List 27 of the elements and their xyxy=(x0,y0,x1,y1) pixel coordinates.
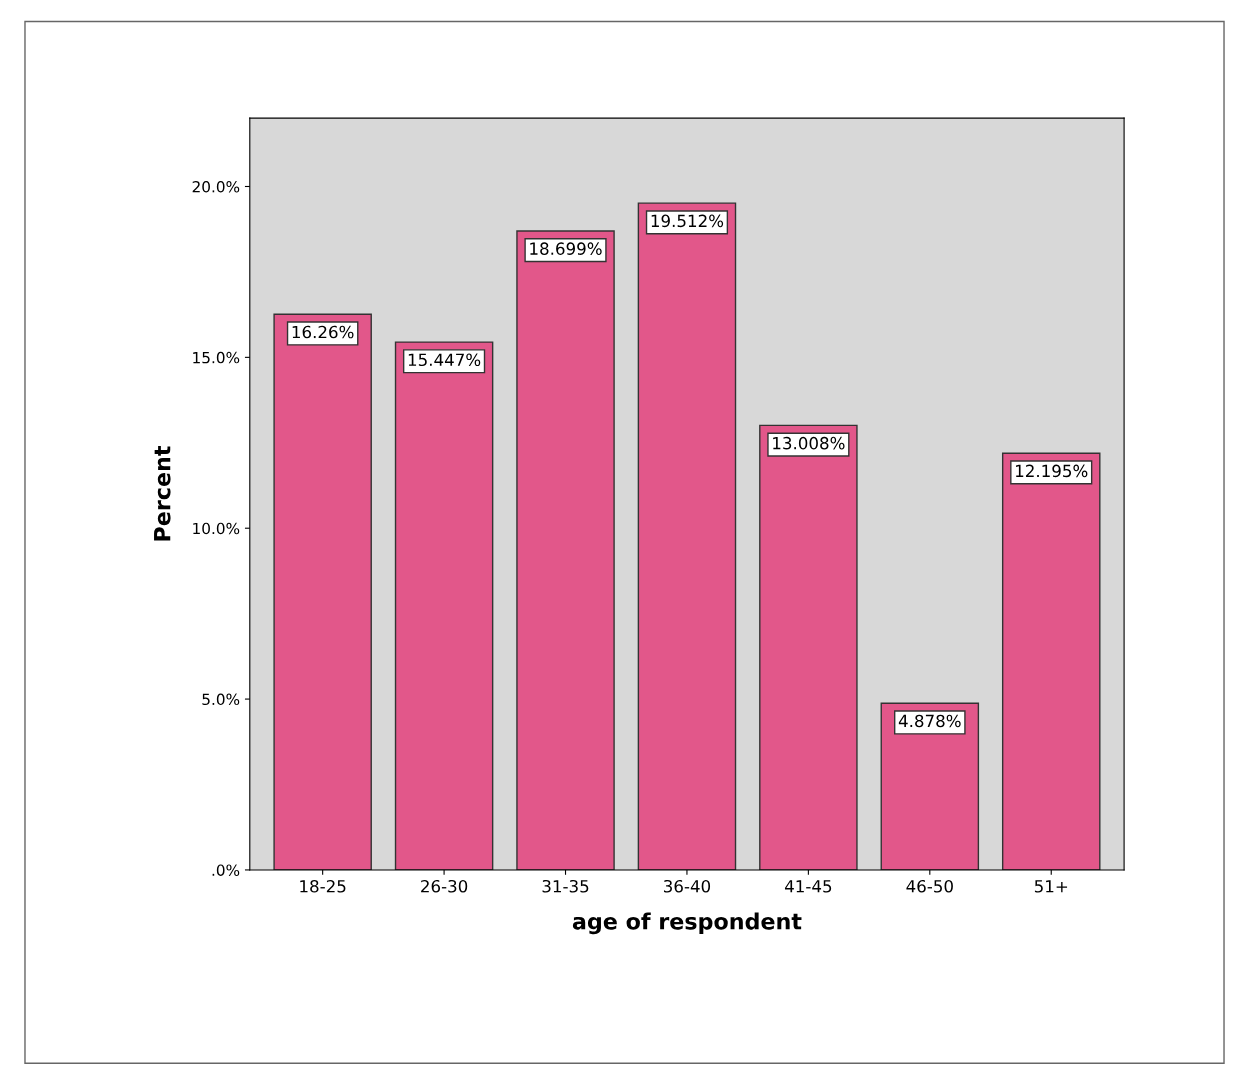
data-label: 19.512% xyxy=(651,214,724,228)
x-tick-label: 46-50 xyxy=(906,879,953,893)
data-label: 18.699% xyxy=(530,242,602,255)
x-axis-title: age of respondent xyxy=(572,912,802,935)
y-tick-label: 10.0% xyxy=(193,522,240,535)
bar xyxy=(759,424,858,870)
x-tick-label: 51+ xyxy=(1034,880,1068,893)
x-tick-label: 41-45 xyxy=(784,880,832,893)
x-tick-label: 18-25 xyxy=(300,879,346,893)
bar xyxy=(273,313,372,870)
y-axis-title: Percent xyxy=(154,446,171,541)
data-label: 16.26% xyxy=(292,325,354,339)
y-tick-label: .0% xyxy=(212,864,240,876)
data-label: 15.447% xyxy=(408,353,481,367)
y-tick-label: 5.0% xyxy=(202,693,240,706)
data-label: 4.878% xyxy=(898,714,961,728)
data-label: 12.195% xyxy=(1016,464,1088,478)
data-label: 13.008% xyxy=(773,436,845,450)
bar xyxy=(516,230,615,870)
bar xyxy=(394,341,494,870)
x-tick-label: 31-35 xyxy=(542,879,589,893)
bar xyxy=(1001,452,1101,870)
bar xyxy=(637,202,737,870)
y-tick-label: 15.0% xyxy=(193,351,240,364)
x-tick-label: 26-30 xyxy=(421,879,468,893)
y-tick-label: 20.0% xyxy=(192,180,240,193)
x-tick-label: 36-40 xyxy=(664,879,711,893)
